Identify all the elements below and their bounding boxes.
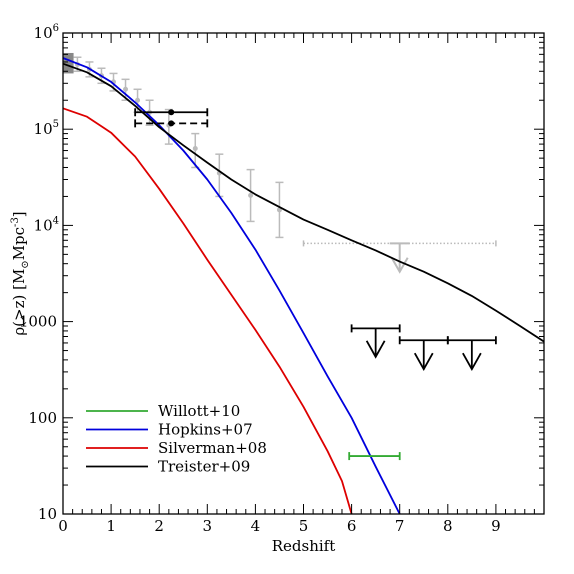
x-tick-label: 7 (395, 517, 405, 535)
series-line-hopkins-07 (63, 57, 401, 514)
y-axis-label-middle: Mpc (10, 227, 28, 260)
axis-ticks (62, 32, 545, 515)
x-tick-label: 6 (347, 517, 357, 535)
x-tick-label: 3 (203, 517, 213, 535)
series-line-silverman-08 (63, 107, 353, 514)
legend: Willott+10Hopkins+07Silverman+08Treister… (86, 402, 267, 476)
y-tick-label: 106 (34, 23, 59, 42)
axis-tick-labels: 0 1 2 3 4 5 6 7 8 9 10 100 1000 104 105 106 (19, 23, 501, 535)
black-data-point (168, 109, 175, 116)
gray-upper-limit-arrow (390, 257, 409, 274)
gray-data-point (248, 192, 254, 198)
y-axis-label: ρ(>z) [M⊙Mpc-3] (10, 211, 31, 335)
y-tick-label: 105 (34, 119, 59, 138)
x-tick-label: 4 (251, 517, 261, 535)
y-axis-label-exponent: -3 (10, 217, 21, 227)
upper-limit-arrow (365, 340, 386, 359)
legend-label: Silverman+08 (158, 439, 267, 457)
gray-data-point (123, 86, 129, 92)
series-line-treister-09 (63, 62, 544, 343)
x-tick-label: 1 (106, 517, 116, 535)
legend-label: Willott+10 (158, 402, 240, 420)
upper-limit-arrow (462, 352, 482, 372)
x-tick-label: 0 (58, 517, 68, 535)
legend-label: Treister+09 (158, 458, 250, 476)
gray-box-point (63, 52, 74, 74)
x-axis-label: Redshift (272, 537, 336, 555)
x-tick-label: 9 (491, 517, 501, 535)
gray-data-point (192, 146, 198, 152)
y-tick-label: 104 (34, 215, 59, 234)
y-tick-label: 1000 (19, 313, 57, 331)
x-tick-label: 2 (154, 517, 164, 535)
upper-limit-arrow (413, 352, 434, 372)
y-tick-label: 100 (28, 409, 57, 427)
y-tick-label: 10 (38, 505, 57, 523)
plot-content (63, 52, 544, 514)
gray-data-point (135, 97, 141, 103)
black-data-point (168, 120, 175, 127)
y-axis-label-prefix: ρ(>z) [M (10, 269, 28, 336)
x-tick-label: 5 (299, 517, 309, 535)
legend-label: Hopkins+07 (158, 421, 253, 439)
y-axis-label-sun: ⊙ (20, 260, 31, 268)
y-axis-label-suffix: ] (10, 211, 28, 217)
x-tick-label: 8 (443, 517, 453, 535)
